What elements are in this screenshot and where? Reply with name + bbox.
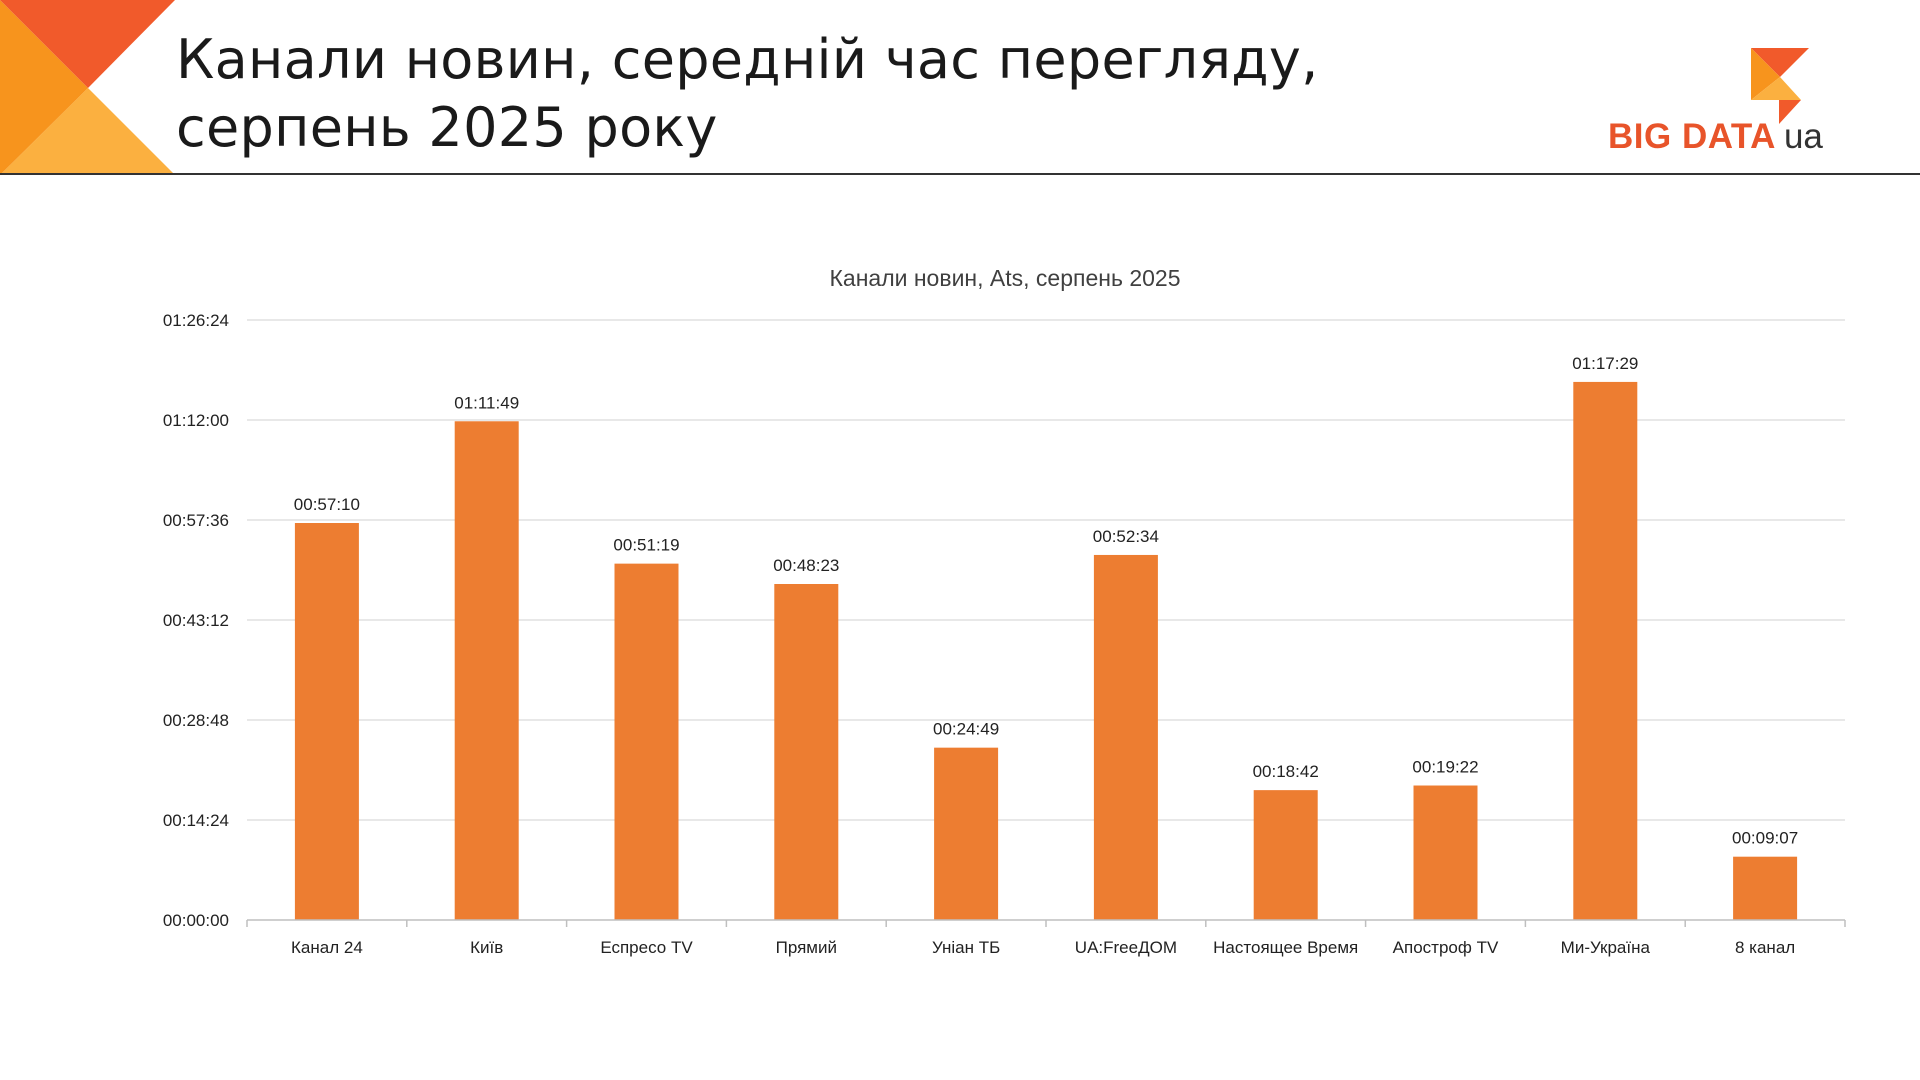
chart-x-tick-label: Прямий <box>776 938 837 957</box>
chart-data-label: 00:48:23 <box>773 556 839 575</box>
logo-text-main: BIG DATA <box>1608 117 1776 156</box>
logo-text: BIG DATA ua <box>1608 117 1823 157</box>
chart-x-tick-label: Київ <box>470 938 503 957</box>
chart-data-label: 00:57:10 <box>294 495 360 514</box>
corner-triangle-mid <box>0 0 88 175</box>
chart-bar <box>1093 554 1158 920</box>
chart-data-label: 00:52:34 <box>1093 527 1159 546</box>
chart-bar <box>614 563 679 920</box>
chart-bars <box>294 381 1798 921</box>
chart-data-label: 01:11:49 <box>454 393 519 412</box>
chart-y-tick-label: 01:12:00 <box>163 411 229 430</box>
chart-x-tick-label: UA:FreeДОМ <box>1075 938 1177 957</box>
logo-text-suffix: ua <box>1783 117 1823 156</box>
chart-y-tick-label: 00:00:00 <box>163 911 229 930</box>
chart-data-label: 00:09:07 <box>1732 829 1798 848</box>
slide-title-line-1: Канали новин, середній час перегляду, <box>176 28 1319 91</box>
chart-bar <box>1253 790 1318 920</box>
corner-decoration <box>0 0 175 175</box>
chart-bar <box>1733 856 1798 920</box>
chart-x-tick-label: Еспресо TV <box>600 938 693 957</box>
brand-logo: BIG DATA ua <box>1600 44 1840 164</box>
slide-title: Канали новин, середній час перегляду, се… <box>176 26 1319 162</box>
chart-data-labels: 00:57:10 01:11:49 00:51:19 00:48:23 00:24:49… <box>294 354 1798 848</box>
chart-bar <box>454 421 519 920</box>
chart-x-tick-label: Канал 24 <box>291 938 363 957</box>
chart-y-tick-label: 00:28:48 <box>163 711 229 730</box>
slide-title-line-2: серпень 2025 року <box>176 96 718 159</box>
chart-x-tick-label: Ми-Україна <box>1561 938 1651 957</box>
chart-data-label: 01:17:29 <box>1572 354 1638 373</box>
chart-y-tick-label: 00:43:12 <box>163 611 229 630</box>
corner-triangle-dark <box>0 0 175 88</box>
chart-data-label: 00:51:19 <box>613 536 679 555</box>
chart-bar <box>1573 381 1638 921</box>
chart-x-tick-label: Уніан ТБ <box>932 938 1000 957</box>
chart-x-tick-label: 8 канал <box>1735 938 1795 957</box>
chart-y-axis: 00:00:00 00:14:24 00:28:48 00:43:12 00:57:36… <box>163 311 229 930</box>
chart-y-tick-label: 00:57:36 <box>163 511 229 530</box>
logo-mark-icon <box>1751 48 1809 124</box>
chart-x-tick-label: Настоящее Время <box>1213 938 1358 957</box>
chart-title: Канали новин, Ats, серпень 2025 <box>830 265 1181 291</box>
chart-x-axis: Канал 24 Київ Еспресо TV Прямий Уніан ТБ UA:F… <box>246 919 1846 957</box>
chart-bar <box>774 584 839 920</box>
chart-bar <box>294 523 359 920</box>
chart-bar <box>1413 785 1478 920</box>
chart-bar <box>934 747 999 920</box>
header-divider <box>0 173 1920 175</box>
chart-data-label: 00:18:42 <box>1253 762 1319 781</box>
corner-triangle-light <box>0 88 175 175</box>
chart-y-tick-label: 00:14:24 <box>163 811 229 830</box>
chart-data-label: 00:19:22 <box>1412 758 1478 777</box>
chart-data-label: 00:24:49 <box>933 720 999 739</box>
chart-y-tick-label: 01:26:24 <box>163 311 229 330</box>
chart-x-tick-label: Апостроф TV <box>1393 938 1499 957</box>
